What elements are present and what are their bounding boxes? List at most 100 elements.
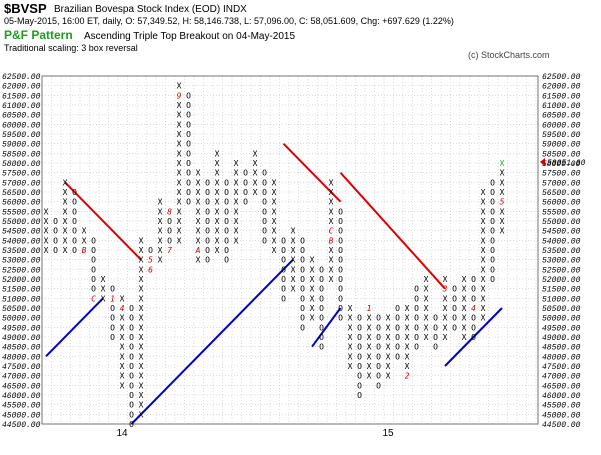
y-tick-label-right: 49500.00 <box>542 324 581 333</box>
x-box: X <box>177 207 182 216</box>
o-box: O <box>319 323 324 332</box>
x-box: X <box>44 217 49 226</box>
y-tick-label-left: 52000.00 <box>2 276 41 285</box>
x-box: X <box>139 362 144 371</box>
o-box: O <box>281 275 286 284</box>
y-tick-label-left: 56500.00 <box>2 189 41 198</box>
o-box: O <box>110 285 115 294</box>
x-box: X <box>348 352 353 361</box>
o-box: O <box>186 140 191 149</box>
o-box: O <box>110 323 115 332</box>
o-box: O <box>395 352 400 361</box>
x-box: X <box>462 294 467 303</box>
o-box: O <box>376 323 381 332</box>
x-box: X <box>234 236 239 245</box>
x-box: X <box>481 198 486 207</box>
y-tick-label-right: 50000.00 <box>542 315 581 324</box>
x-box: X <box>481 236 486 245</box>
x-box: X <box>139 285 144 294</box>
x-box: X <box>215 169 220 178</box>
o-box: O <box>72 217 77 226</box>
o-box: O <box>357 391 362 400</box>
y-tick-label-left: 50500.00 <box>2 305 41 314</box>
x-box: X <box>424 285 429 294</box>
o-box: O <box>452 304 457 313</box>
y-tick-label-left: 56000.00 <box>2 199 41 208</box>
y-tick-label-left: 45500.00 <box>2 402 41 411</box>
x-box: X <box>462 314 467 323</box>
x-box: X <box>386 372 391 381</box>
resistance-trendline <box>339 171 446 290</box>
y-tick-label-right: 54000.00 <box>542 237 581 246</box>
x-box: X <box>367 362 372 371</box>
o-box: O <box>338 227 343 236</box>
o-box: O <box>300 294 305 303</box>
o-box: O <box>319 343 324 352</box>
x-box: X <box>348 343 353 352</box>
o-box: O <box>281 236 286 245</box>
y-tick-label-right: 53000.00 <box>542 257 581 266</box>
o-box: O <box>186 188 191 197</box>
y-tick-label-left: 59500.00 <box>2 131 41 140</box>
o-box: O <box>471 285 476 294</box>
x-box: X <box>177 82 182 91</box>
x-box: X <box>253 169 258 178</box>
x-box: X <box>234 188 239 197</box>
x-box: X <box>158 198 163 207</box>
o-box: O <box>414 294 419 303</box>
x-box: X <box>253 159 258 168</box>
x-box: X <box>196 207 201 216</box>
x-box: X <box>291 285 296 294</box>
x-box: X <box>348 362 353 371</box>
x-box: X <box>139 333 144 342</box>
support-trendline <box>45 297 104 358</box>
y-tick-label-right: 56000.00 <box>542 199 581 208</box>
o-box: O <box>338 275 343 284</box>
x-box: X <box>196 236 201 245</box>
o-box: O <box>376 352 381 361</box>
x-box: X <box>424 275 429 284</box>
x-box: X <box>329 217 334 226</box>
o-box: O <box>129 420 134 429</box>
pnf-pattern-label: P&F Pattern <box>4 28 73 42</box>
o-box: O <box>186 101 191 110</box>
month-marker: 6 <box>148 265 153 274</box>
o-box: O <box>395 343 400 352</box>
o-box: O <box>129 323 134 332</box>
x-box: X <box>310 256 315 265</box>
x-box: X <box>120 372 125 381</box>
x-box: X <box>139 304 144 313</box>
x-box: X <box>63 188 68 197</box>
o-box: O <box>205 236 210 245</box>
o-box: O <box>224 207 229 216</box>
x-box: X <box>367 333 372 342</box>
o-box: O <box>376 381 381 390</box>
x-box: X <box>63 236 68 245</box>
o-box: O <box>129 362 134 371</box>
y-tick-label-right: 54500.00 <box>542 228 581 237</box>
x-box: X <box>386 362 391 371</box>
x-box: X <box>424 294 429 303</box>
o-box: O <box>262 227 267 236</box>
o-box: O <box>338 217 343 226</box>
o-box: O <box>129 410 134 419</box>
y-tick-label-right: 62000.00 <box>542 83 581 92</box>
o-box: O <box>357 333 362 342</box>
y-tick-label-left: 49000.00 <box>2 334 41 343</box>
o-box: O <box>186 159 191 168</box>
last-price-flag-left: 58000.00 <box>1 158 41 169</box>
o-box: O <box>490 198 495 207</box>
x-box: X <box>405 362 410 371</box>
x-box: X <box>291 236 296 245</box>
x-box: X <box>139 256 144 265</box>
o-box: O <box>452 323 457 332</box>
